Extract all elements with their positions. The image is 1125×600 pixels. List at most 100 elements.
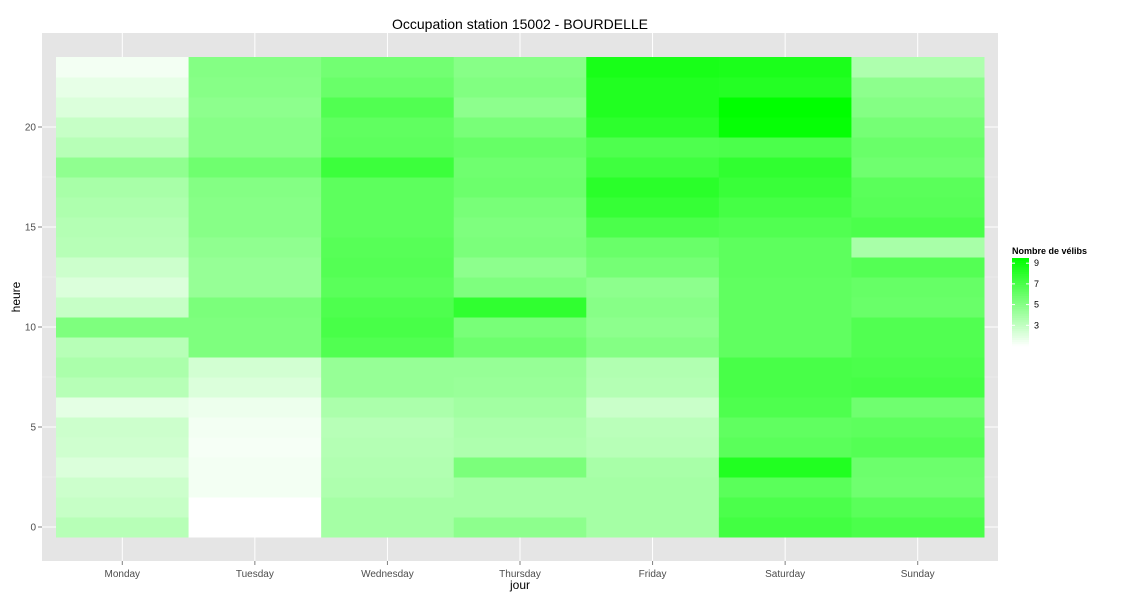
heatmap-tile [188,137,322,158]
legend-gradient-step [1012,262,1029,266]
heatmap-tile [718,157,852,178]
heatmap-tile [453,137,587,158]
heatmap-tile [188,497,322,518]
heatmap-tile [188,57,322,78]
legend-gradient-step [1012,339,1029,343]
legend-gradient-step [1012,277,1029,281]
heatmap-tile [718,517,852,538]
heatmap-tile [321,77,455,98]
heatmap-tile [718,397,852,418]
heatmap-tile [586,377,720,398]
heatmap-tile [586,417,720,438]
heatmap-tile [586,157,720,178]
heatmap-tile [56,197,190,218]
legend-gradient-step [1012,258,1029,261]
legend-gradient-step [1012,286,1029,290]
heatmap-tile [56,437,190,458]
heatmap-tile [56,397,190,418]
legend-gradient-step [1012,328,1029,332]
heatmap-tile [188,437,322,458]
heatmap-tile [586,437,720,458]
legend-gradient-step [1012,315,1029,318]
heatmap-tile [188,217,322,238]
legend-gradient-step [1012,317,1029,321]
x-axis-title: jour [509,578,530,592]
heatmap-tile [718,437,852,458]
legend-gradient-step [1012,308,1029,312]
legend-gradient-step [1012,280,1029,283]
heatmap-tile [56,417,190,438]
heatmap-tile [321,117,455,138]
heatmap-tile [586,337,720,358]
heatmap-tile [851,217,985,238]
legend-label: 3 [1034,320,1039,330]
legend-gradient-step [1012,291,1029,294]
heatmap-tile [851,517,985,538]
legend-gradient-step [1012,299,1029,303]
heatmap-tile [851,337,985,358]
heatmap-tile [56,337,190,358]
legend-gradient-step [1012,332,1029,336]
heatmap-tile [718,277,852,298]
heatmap-tile [188,117,322,138]
heatmap-tile [586,97,720,118]
heatmap-tile [586,317,720,338]
heatmap-tile [321,57,455,78]
heatmap-tile [56,117,190,138]
heatmap-tile [453,337,587,358]
heatmap-tile [321,477,455,498]
heatmap-tile [453,317,587,338]
heatmap-tile [188,477,322,498]
heatmap-tile [586,497,720,518]
heatmap-tile [56,377,190,398]
heatmap-tile [321,417,455,438]
heatmap-tile [851,397,985,418]
legend-gradient-step [1012,271,1029,274]
legend-gradient-step [1012,293,1029,296]
heatmap-tile [718,237,852,258]
heatmap-tile [718,57,852,78]
legend-gradient-step [1012,337,1029,340]
heatmap-tile [586,297,720,318]
heatmap-tile [453,117,587,138]
heatmap-tile [586,517,720,538]
heatmap-tile [321,317,455,338]
x-tick-label: Sunday [901,569,935,580]
heatmap-tile [56,137,190,158]
heatmap-tile [586,117,720,138]
heatmap-tile [188,237,322,258]
heatmap-tile [453,397,587,418]
heatmap-tile [321,297,455,318]
heatmap-tile [321,217,455,238]
heatmap-tile [453,57,587,78]
heatmap-tile [321,497,455,518]
y-axis: 0 5 10 15 20 [25,123,42,534]
heatmap-tile [188,377,322,398]
heatmap-tile [718,377,852,398]
heatmap-tile [56,457,190,478]
heatmap-tile [851,417,985,438]
heatmap-tile [586,457,720,478]
y-tick-label: 10 [25,323,37,334]
heatmap-tile [586,197,720,218]
heatmap-tile [56,517,190,538]
heatmap-tile [851,437,985,458]
heatmap-tile [586,397,720,418]
heatmap-tile [851,117,985,138]
heatmap-tile [718,337,852,358]
heatmap-tile [453,377,587,398]
heatmap-tile [851,197,985,218]
heatmap-tile [851,97,985,118]
heatmap-tile [453,297,587,318]
heatmap-tile [851,357,985,378]
heatmap-tile [453,257,587,278]
heatmap-tile [188,417,322,438]
heatmap-tile [453,477,587,498]
heatmap-tile [321,277,455,298]
heatmap-tile [586,177,720,198]
x-tick-label: Thursday [499,569,541,580]
heatmap-tile [718,457,852,478]
heatmap-tile [321,137,455,158]
heatmap-tile [453,177,587,198]
heatmap-tile [56,217,190,238]
